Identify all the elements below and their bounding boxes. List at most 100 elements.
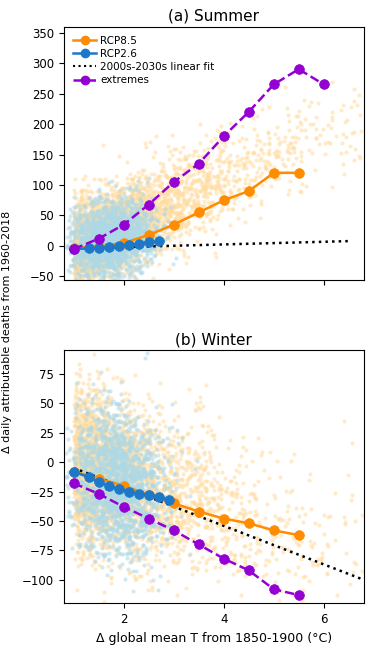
Point xyxy=(149,460,155,471)
Point xyxy=(140,471,146,482)
Point xyxy=(187,501,193,511)
Point xyxy=(115,241,121,252)
Point xyxy=(99,507,105,517)
Point xyxy=(80,452,86,462)
Point xyxy=(82,231,88,241)
Point xyxy=(280,542,286,553)
Point xyxy=(83,486,89,497)
Point xyxy=(91,241,97,251)
Point xyxy=(104,236,110,247)
Point xyxy=(225,196,231,206)
Point xyxy=(132,469,138,480)
Point xyxy=(102,492,108,503)
Point xyxy=(136,452,142,462)
Point xyxy=(90,455,96,466)
Point xyxy=(129,213,135,224)
Point xyxy=(81,500,87,511)
Point xyxy=(133,469,139,480)
Point xyxy=(113,231,119,241)
Point xyxy=(85,379,91,389)
Point xyxy=(163,208,169,219)
Point xyxy=(107,248,113,259)
Point xyxy=(118,229,124,240)
Point xyxy=(92,431,98,442)
Point xyxy=(211,434,217,444)
Point xyxy=(79,226,85,237)
Point xyxy=(161,463,167,473)
Point xyxy=(183,211,189,222)
Point xyxy=(109,226,115,237)
Point xyxy=(145,213,151,223)
Point xyxy=(106,249,112,259)
Point xyxy=(101,499,107,510)
Point xyxy=(76,438,82,449)
Point xyxy=(110,523,116,534)
Point xyxy=(124,223,130,234)
Point xyxy=(116,442,122,453)
Point xyxy=(111,475,117,486)
Point xyxy=(99,453,105,464)
Point xyxy=(92,500,98,511)
Point xyxy=(105,463,111,474)
Point xyxy=(276,147,282,157)
Point xyxy=(184,198,190,209)
Point xyxy=(166,520,172,530)
Title: (a) Summer: (a) Summer xyxy=(168,9,259,24)
Point xyxy=(254,532,260,542)
Point xyxy=(124,548,130,559)
Point xyxy=(153,249,159,259)
Point xyxy=(79,426,85,437)
Point xyxy=(128,461,134,472)
Point xyxy=(84,470,90,481)
Point xyxy=(71,472,77,483)
Point xyxy=(166,222,172,233)
Point xyxy=(76,225,82,235)
Point xyxy=(109,261,115,272)
Point xyxy=(116,499,122,509)
Point xyxy=(88,268,94,278)
Point xyxy=(123,510,129,520)
Point xyxy=(114,480,120,491)
Point xyxy=(182,182,188,192)
Point xyxy=(66,242,72,253)
Point xyxy=(87,227,93,237)
Point xyxy=(72,192,78,202)
Point xyxy=(117,234,123,245)
Point xyxy=(130,469,136,480)
Point xyxy=(74,400,80,410)
Point xyxy=(85,273,91,284)
Point xyxy=(91,440,97,450)
Point xyxy=(85,475,91,485)
Point xyxy=(183,226,189,237)
Point xyxy=(94,434,100,444)
Point xyxy=(84,470,90,481)
Point xyxy=(105,262,111,272)
Point xyxy=(136,461,142,472)
Point xyxy=(97,218,103,229)
Point xyxy=(75,422,81,433)
Point xyxy=(72,241,78,252)
Point xyxy=(80,260,86,271)
Point xyxy=(97,218,103,229)
Point xyxy=(139,202,145,213)
Point xyxy=(80,240,86,251)
Point xyxy=(184,429,190,440)
Point xyxy=(134,472,140,483)
Point xyxy=(130,224,136,235)
Point xyxy=(86,259,92,269)
Point xyxy=(78,227,84,237)
Point xyxy=(138,188,144,198)
Point xyxy=(145,238,151,249)
Point xyxy=(81,216,87,227)
Point xyxy=(164,513,170,524)
Point xyxy=(93,224,99,235)
Point xyxy=(117,255,123,265)
Point xyxy=(130,461,136,471)
Point xyxy=(88,457,94,467)
Point xyxy=(207,451,213,461)
Point xyxy=(82,483,88,493)
Point xyxy=(192,464,198,475)
Point xyxy=(146,203,152,213)
Point xyxy=(78,490,84,501)
Point xyxy=(155,432,161,442)
